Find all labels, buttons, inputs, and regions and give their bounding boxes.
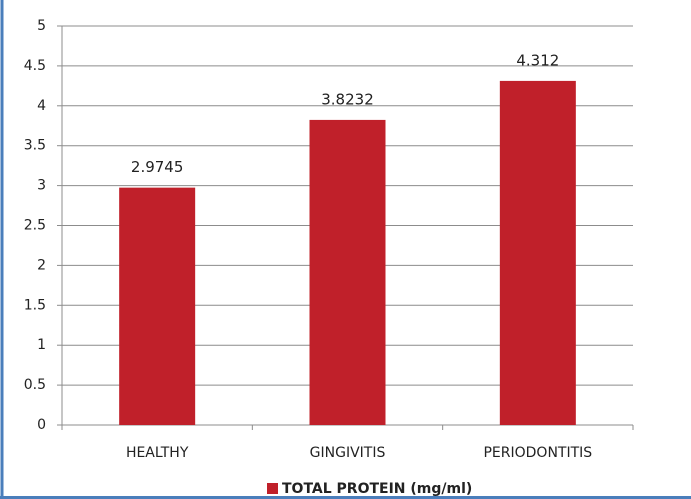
x-tick-label: PERIODONTITIS	[483, 445, 592, 461]
y-tick-label: 4	[37, 98, 46, 114]
x-tick-label: GINGIVITIS	[310, 445, 386, 461]
data-label: 2.9745	[131, 158, 184, 176]
y-tick-label: 2	[37, 257, 46, 273]
y-tick-label: 3.5	[24, 138, 46, 154]
x-tick-label: HEALTHY	[126, 445, 189, 461]
y-tick-label: 2.5	[24, 218, 46, 234]
data-label: 4.312	[516, 51, 559, 69]
bar	[309, 119, 386, 426]
y-tick-label: 0.5	[24, 377, 46, 393]
y-tick-label: 3	[37, 178, 46, 194]
bar	[119, 187, 196, 425]
y-tick-label: 1.5	[24, 297, 46, 313]
y-tick-label: 5	[37, 18, 46, 34]
legend-label: TOTAL PROTEIN (mg/ml)	[282, 481, 472, 497]
y-tick-label: 0	[37, 417, 46, 433]
y-tick-label: 1	[37, 337, 46, 353]
data-label: 3.8232	[321, 90, 374, 108]
legend-swatch	[267, 483, 278, 494]
bar	[499, 80, 576, 425]
y-tick-label: 4.5	[24, 58, 46, 74]
